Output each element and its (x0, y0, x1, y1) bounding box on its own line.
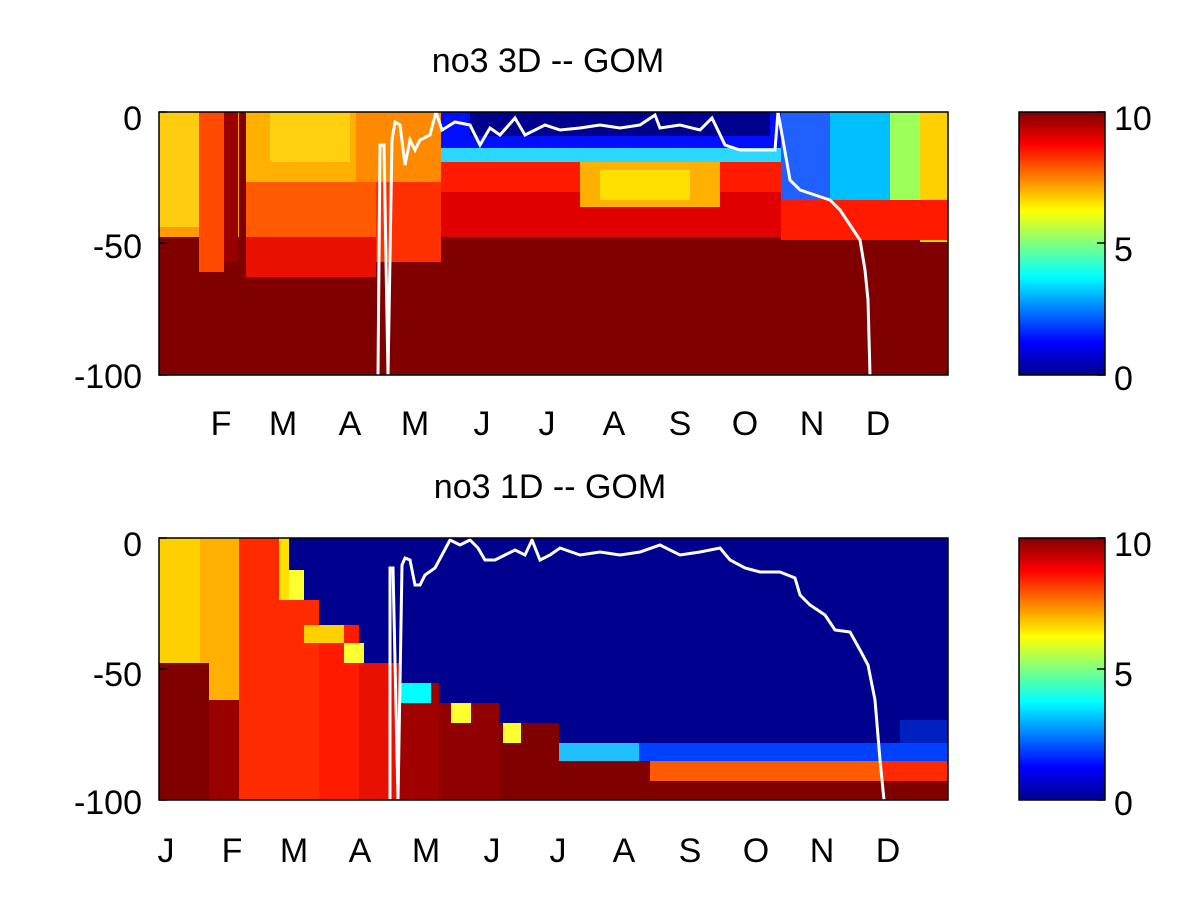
top-colorbar: 10 5 0 (1018, 100, 1152, 398)
top-x-tick-label: M (401, 405, 429, 443)
top-x-tick-label: S (669, 405, 692, 443)
bottom-x-tick-label: M (412, 832, 440, 870)
bottom-x-tick-label: J (550, 832, 567, 870)
bottom-x-tick-label: S (679, 832, 702, 870)
bottom-x-tick-label: D (876, 832, 901, 870)
top-panel: no3 3D -- GOM (74, 42, 1152, 443)
top-x-tick-label: A (339, 405, 362, 443)
bottom-y-tick-label: 0 (123, 526, 142, 564)
bottom-colorbar-tick: 10 (1114, 526, 1152, 564)
bottom-y-axis: 0 -50 -100 (74, 526, 167, 822)
bottom-x-tick-label: M (280, 832, 308, 870)
bottom-x-axis: J F M A M J J A S O N D (158, 832, 901, 870)
top-heatmap (159, 112, 948, 375)
top-x-tick-label: N (800, 405, 825, 443)
top-mixed-layer-line (376, 112, 872, 375)
top-x-tick-label: M (269, 405, 297, 443)
top-colorbar-tick: 10 (1114, 100, 1152, 138)
bottom-x-tick-label: J (484, 832, 501, 870)
top-y-axis: 0 -50 -100 (74, 100, 167, 396)
top-y-tick-label: -100 (74, 358, 142, 396)
top-x-tick-label: O (732, 405, 758, 443)
bottom-x-tick-label: J (158, 832, 175, 870)
top-x-tick-label: F (211, 405, 232, 443)
bottom-panel: no3 1D -- GOM (74, 468, 1152, 870)
bottom-x-tick-label: A (349, 832, 372, 870)
top-chart-title: no3 3D -- GOM (432, 42, 664, 80)
top-y-tick-label: 0 (123, 100, 142, 138)
top-colorbar-tick: 5 (1114, 231, 1133, 269)
top-colorbar-tick: 0 (1114, 360, 1133, 398)
top-x-axis: F M A M J J A S O N D (211, 405, 891, 443)
bottom-colorbar-tick: 5 (1114, 656, 1133, 694)
bottom-x-tick-label: A (613, 832, 636, 870)
bottom-y-tick-label: -50 (93, 656, 142, 694)
bottom-x-tick-label: N (810, 832, 835, 870)
bottom-x-tick-label: F (222, 832, 243, 870)
bottom-heatmap (159, 538, 948, 800)
bottom-x-tick-label: O (743, 832, 769, 870)
bottom-colorbar: 10 5 0 (1018, 526, 1152, 823)
top-x-tick-label: J (474, 405, 491, 443)
top-x-tick-label: J (539, 405, 556, 443)
top-y-tick-label: -50 (93, 228, 142, 266)
top-x-tick-label: D (866, 405, 891, 443)
bottom-y-tick-label: -100 (74, 784, 142, 822)
bottom-chart-title: no3 1D -- GOM (434, 468, 666, 506)
bottom-colorbar-tick: 0 (1114, 785, 1133, 823)
bottom-mixed-layer-line (388, 538, 886, 800)
top-x-tick-label: A (603, 405, 626, 443)
